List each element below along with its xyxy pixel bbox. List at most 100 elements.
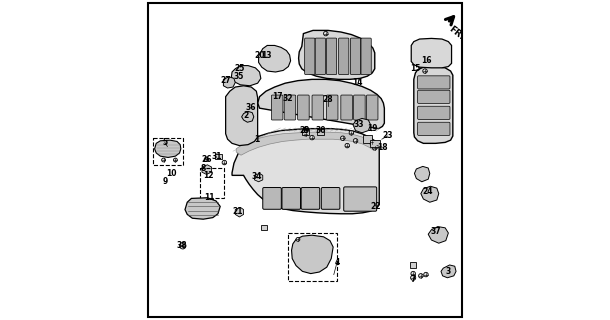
FancyBboxPatch shape <box>418 76 450 89</box>
FancyBboxPatch shape <box>301 188 320 209</box>
Text: 13: 13 <box>260 52 271 60</box>
Text: 8: 8 <box>201 164 206 173</box>
Text: 5: 5 <box>162 138 167 147</box>
Polygon shape <box>231 66 261 86</box>
Text: 28: 28 <box>323 95 333 104</box>
Text: 11: 11 <box>204 193 215 202</box>
Text: 27: 27 <box>220 76 231 85</box>
FancyBboxPatch shape <box>343 187 377 211</box>
Polygon shape <box>362 135 372 143</box>
Circle shape <box>173 158 178 162</box>
Text: 22: 22 <box>371 202 381 211</box>
FancyBboxPatch shape <box>367 95 378 120</box>
Text: 38: 38 <box>176 241 187 250</box>
FancyBboxPatch shape <box>354 95 365 120</box>
Text: 33: 33 <box>354 120 364 129</box>
Text: 30: 30 <box>315 126 326 135</box>
Text: 32: 32 <box>282 94 293 103</box>
Circle shape <box>411 271 415 276</box>
FancyBboxPatch shape <box>341 95 353 120</box>
Circle shape <box>424 272 428 277</box>
FancyBboxPatch shape <box>315 38 326 75</box>
FancyBboxPatch shape <box>350 38 361 75</box>
Polygon shape <box>154 140 181 157</box>
Polygon shape <box>257 79 384 129</box>
Text: 37: 37 <box>430 228 441 236</box>
Polygon shape <box>223 77 235 88</box>
Polygon shape <box>414 166 430 182</box>
Circle shape <box>303 132 308 136</box>
Text: 6: 6 <box>303 126 307 135</box>
Circle shape <box>423 69 427 73</box>
Text: 35: 35 <box>233 72 243 81</box>
Polygon shape <box>370 140 379 147</box>
Text: 1: 1 <box>254 135 259 144</box>
Circle shape <box>179 243 186 249</box>
Polygon shape <box>259 45 290 72</box>
FancyBboxPatch shape <box>304 38 315 75</box>
FancyBboxPatch shape <box>298 95 309 120</box>
Text: 26: 26 <box>201 155 212 164</box>
Text: 15: 15 <box>410 64 420 73</box>
Text: 19: 19 <box>368 124 378 133</box>
Text: 4: 4 <box>334 258 340 267</box>
Text: 36: 36 <box>246 103 256 112</box>
Circle shape <box>349 131 354 135</box>
Text: 29: 29 <box>299 126 310 135</box>
Circle shape <box>340 136 345 140</box>
Polygon shape <box>202 165 212 174</box>
Polygon shape <box>353 118 371 133</box>
FancyBboxPatch shape <box>271 95 283 120</box>
Text: 25: 25 <box>234 64 245 73</box>
Text: 3: 3 <box>446 267 451 276</box>
Text: 31: 31 <box>212 152 222 161</box>
FancyBboxPatch shape <box>263 188 281 209</box>
Polygon shape <box>410 262 417 268</box>
Polygon shape <box>215 154 222 159</box>
Text: 10: 10 <box>166 169 176 178</box>
Polygon shape <box>414 67 453 143</box>
Polygon shape <box>292 235 333 274</box>
FancyBboxPatch shape <box>284 95 296 120</box>
Polygon shape <box>236 132 374 155</box>
Circle shape <box>418 274 423 278</box>
Polygon shape <box>299 30 375 79</box>
Text: 14: 14 <box>353 78 363 87</box>
Text: 12: 12 <box>203 171 214 180</box>
Polygon shape <box>411 38 451 68</box>
Polygon shape <box>185 198 220 219</box>
Text: 17: 17 <box>273 92 283 101</box>
Text: 2: 2 <box>243 111 248 120</box>
Circle shape <box>353 139 358 143</box>
Circle shape <box>222 160 226 165</box>
Polygon shape <box>317 129 324 135</box>
Polygon shape <box>232 129 379 214</box>
Circle shape <box>162 158 165 162</box>
Polygon shape <box>254 173 263 182</box>
Text: 18: 18 <box>377 143 388 152</box>
FancyBboxPatch shape <box>418 90 450 103</box>
FancyBboxPatch shape <box>418 106 450 119</box>
Polygon shape <box>421 186 439 202</box>
Text: FR.: FR. <box>447 25 465 42</box>
Text: 20: 20 <box>254 51 265 60</box>
Text: 21: 21 <box>232 207 242 216</box>
FancyBboxPatch shape <box>339 38 349 75</box>
Polygon shape <box>242 111 254 122</box>
FancyBboxPatch shape <box>326 95 338 120</box>
FancyBboxPatch shape <box>321 188 340 209</box>
Text: 7: 7 <box>411 276 416 284</box>
Text: 23: 23 <box>382 132 393 140</box>
Circle shape <box>296 237 300 241</box>
Text: 9: 9 <box>162 177 168 186</box>
FancyBboxPatch shape <box>361 38 371 75</box>
FancyBboxPatch shape <box>418 122 450 135</box>
Polygon shape <box>261 225 267 230</box>
Circle shape <box>369 140 374 145</box>
Text: 24: 24 <box>422 187 432 196</box>
Circle shape <box>345 143 350 148</box>
Polygon shape <box>441 265 456 278</box>
FancyBboxPatch shape <box>326 38 337 75</box>
FancyBboxPatch shape <box>312 95 323 120</box>
Polygon shape <box>226 86 257 146</box>
